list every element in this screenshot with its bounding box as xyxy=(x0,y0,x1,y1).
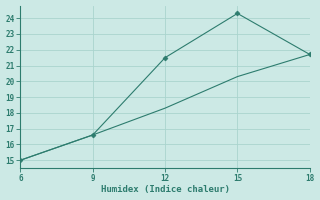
X-axis label: Humidex (Indice chaleur): Humidex (Indice chaleur) xyxy=(100,185,229,194)
